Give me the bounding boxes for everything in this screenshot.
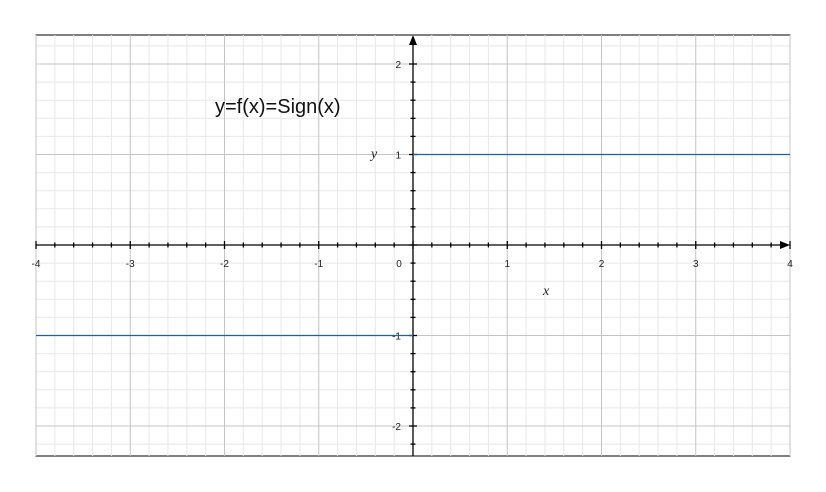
x-axis-arrow bbox=[780, 241, 790, 249]
x-tick-label: 0 bbox=[396, 259, 402, 270]
x-tick-label: 1 bbox=[504, 259, 510, 270]
chart-title: y=f(x)=Sign(x) bbox=[215, 96, 341, 118]
y-tick-label: 2 bbox=[395, 60, 401, 71]
tick-labels: -4 -3 -2 -1 0 1 2 3 4 -2 -1 1 2 bbox=[32, 60, 794, 433]
series-layer bbox=[36, 153, 790, 337]
x-tick-label: -2 bbox=[220, 259, 229, 270]
x-tick-label: 2 bbox=[599, 259, 605, 270]
x-tick-label: 3 bbox=[693, 259, 699, 270]
x-tick-label: -4 bbox=[32, 259, 41, 270]
x-tick-label: 4 bbox=[787, 259, 793, 270]
x-tick-label: -3 bbox=[126, 259, 135, 270]
y-axis-arrow bbox=[409, 35, 417, 45]
y-tick-label: -1 bbox=[392, 332, 401, 343]
y-tick-label: -2 bbox=[392, 422, 401, 433]
y-axis-label: y bbox=[369, 147, 378, 162]
x-axis-label: x bbox=[542, 284, 550, 299]
y-tick-label: 1 bbox=[395, 151, 401, 162]
x-tick-label: -1 bbox=[314, 259, 323, 270]
